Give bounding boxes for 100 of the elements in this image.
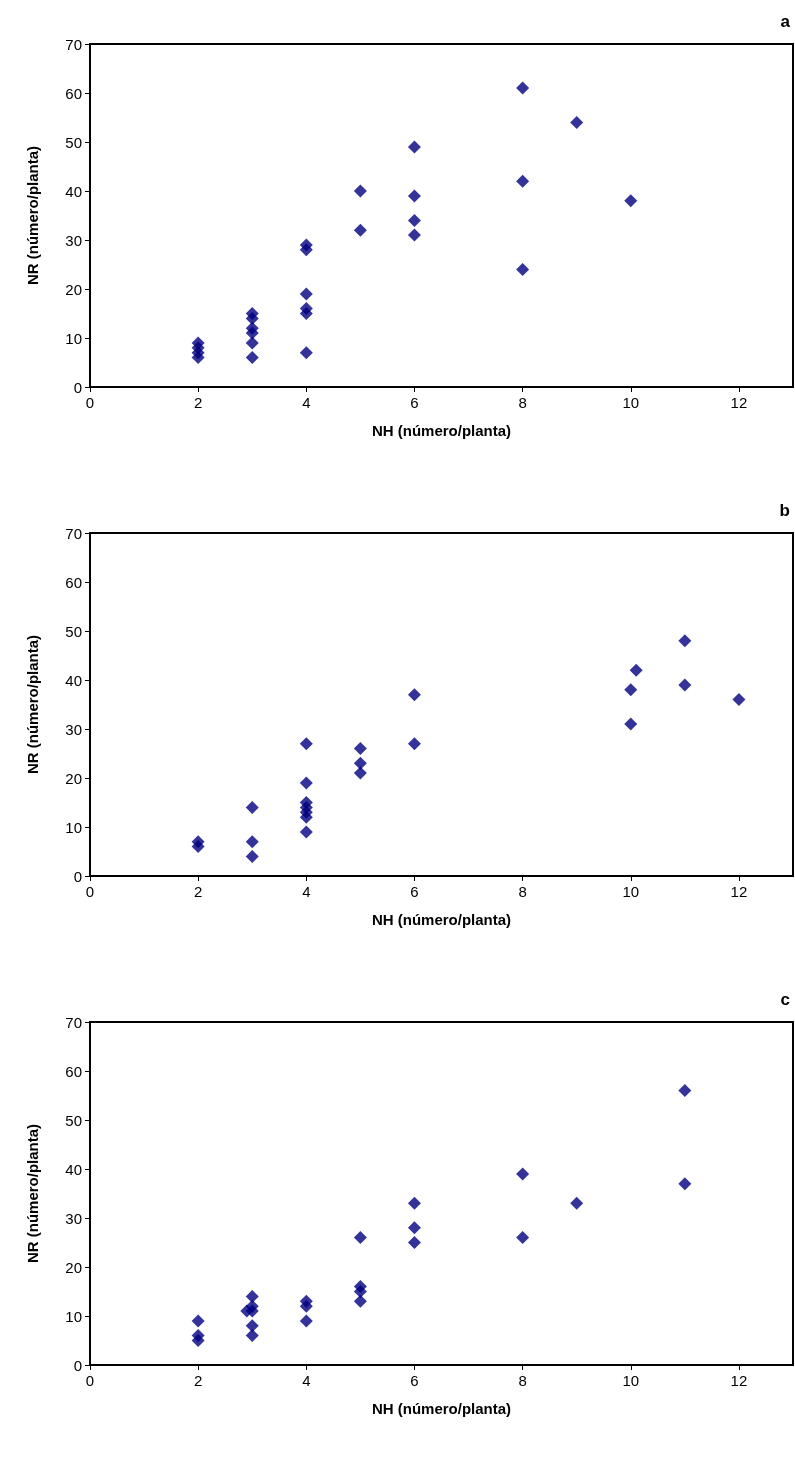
point xyxy=(732,693,746,707)
chart-title: c xyxy=(780,990,791,1009)
y-tick-label: 40 xyxy=(65,1160,82,1178)
point xyxy=(516,81,530,95)
y-tick-label: 40 xyxy=(65,182,82,200)
y-axis-title: NR (número/planta) xyxy=(24,634,41,775)
x-axis-title: NH (número/planta) xyxy=(371,1400,512,1417)
y-tick-label: 30 xyxy=(65,720,82,738)
point xyxy=(516,262,530,276)
point xyxy=(299,1314,313,1328)
x-axis-title: NH (número/planta) xyxy=(371,422,512,439)
point xyxy=(407,213,421,227)
chart-title: a xyxy=(780,12,791,31)
x-tick-label: 0 xyxy=(85,394,95,411)
point xyxy=(353,1294,367,1308)
x-tick-label: 4 xyxy=(302,394,311,411)
point xyxy=(245,1329,259,1343)
x-tick-label: 4 xyxy=(302,1372,311,1389)
point xyxy=(245,321,259,335)
y-axis-title: NR (número/planta) xyxy=(24,145,41,286)
y-tick-label: 50 xyxy=(65,1111,82,1129)
x-tick-label: 8 xyxy=(518,394,527,411)
point xyxy=(516,174,530,188)
point xyxy=(353,184,367,198)
point xyxy=(353,1280,367,1294)
y-tick-label: 30 xyxy=(65,231,82,249)
chart-title: b xyxy=(779,501,791,520)
y-tick-label: 30 xyxy=(65,1209,82,1227)
point xyxy=(353,742,367,756)
point xyxy=(245,351,259,365)
x-tick-label: 8 xyxy=(518,1372,527,1389)
y-tick-label: 50 xyxy=(65,622,82,640)
y-tick-label: 10 xyxy=(65,329,82,347)
point xyxy=(299,287,313,301)
y-tick-label: 0 xyxy=(73,378,82,396)
point xyxy=(407,140,421,154)
point xyxy=(353,1231,367,1245)
y-tick-label: 40 xyxy=(65,671,82,689)
point xyxy=(516,1231,530,1245)
point xyxy=(624,683,638,697)
y-tick-label: 0 xyxy=(73,867,82,885)
point xyxy=(299,776,313,790)
x-tick-label: 2 xyxy=(193,1372,203,1389)
y-tick-label: 20 xyxy=(65,769,82,787)
point xyxy=(299,737,313,751)
point xyxy=(678,634,692,648)
y-tick-label: 20 xyxy=(65,280,82,298)
point xyxy=(299,346,313,360)
point xyxy=(299,1294,313,1308)
point xyxy=(245,1289,259,1303)
point xyxy=(191,1314,205,1328)
y-tick-label: 70 xyxy=(65,524,82,542)
point xyxy=(624,717,638,731)
point xyxy=(191,1329,205,1343)
point xyxy=(407,1236,421,1249)
point xyxy=(570,1196,584,1210)
point xyxy=(407,1221,421,1235)
point xyxy=(299,825,313,839)
x-tick-label: 10 xyxy=(622,394,640,411)
x-tick-label: 10 xyxy=(622,1372,640,1389)
point xyxy=(407,688,421,702)
x-tick-label: 6 xyxy=(410,394,419,411)
y-tick-label: 0 xyxy=(73,1356,82,1374)
point xyxy=(624,194,638,208)
point xyxy=(245,835,259,849)
y-tick-label: 10 xyxy=(65,818,82,836)
point xyxy=(629,663,643,677)
y-tick-label: 60 xyxy=(65,1062,82,1080)
x-tick-label: 12 xyxy=(730,883,748,900)
point xyxy=(678,1177,692,1191)
x-tick-label: 8 xyxy=(518,883,527,900)
point xyxy=(245,336,259,350)
point xyxy=(245,1319,259,1333)
y-tick-label: 20 xyxy=(65,1258,82,1276)
x-tick-label: 2 xyxy=(193,394,203,411)
point xyxy=(678,1084,692,1098)
y-tick-label: 60 xyxy=(65,573,82,591)
x-tick-label: 0 xyxy=(85,1372,95,1389)
x-tick-label: 4 xyxy=(302,883,311,900)
point xyxy=(245,1299,259,1313)
x-tick-label: 12 xyxy=(730,394,748,411)
point xyxy=(245,307,259,320)
x-tick-label: 6 xyxy=(410,883,419,900)
point xyxy=(245,800,259,814)
point xyxy=(407,1196,421,1210)
point xyxy=(299,796,313,809)
y-axis-title: NR (número/planta) xyxy=(24,1123,41,1264)
point xyxy=(353,223,367,237)
point xyxy=(191,835,205,849)
point xyxy=(353,756,367,770)
y-tick-label: 60 xyxy=(65,84,82,102)
x-tick-label: 0 xyxy=(85,883,95,900)
x-tick-label: 12 xyxy=(730,1372,748,1389)
x-tick-label: 2 xyxy=(193,883,203,900)
y-tick-label: 70 xyxy=(65,35,82,53)
point xyxy=(407,228,421,242)
x-axis-title: NH (número/planta) xyxy=(371,911,512,928)
y-tick-label: 70 xyxy=(65,1013,82,1031)
point xyxy=(407,189,421,203)
point xyxy=(570,115,584,129)
